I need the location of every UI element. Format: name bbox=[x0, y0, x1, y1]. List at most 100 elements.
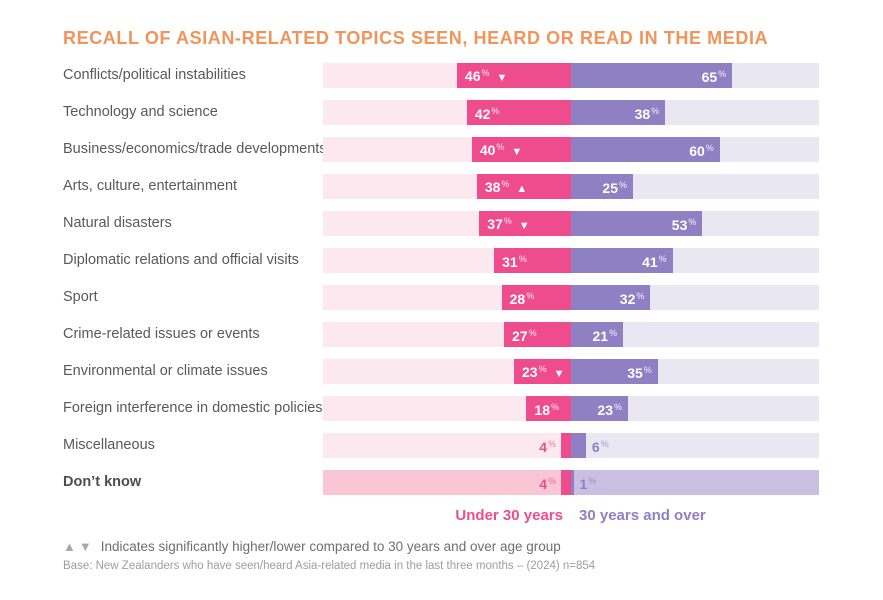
value-label: 53% bbox=[671, 216, 697, 233]
value-label: 35% bbox=[627, 364, 652, 381]
bar-under-30: 46% ▼ bbox=[456, 63, 571, 88]
track-under-30: 28% bbox=[323, 285, 571, 310]
significance-footnote: ▲ ▼ Indicates significantly higher/lower… bbox=[63, 539, 883, 554]
bar-under-30: 37% ▼ bbox=[479, 211, 571, 236]
bar-under-30: 42% bbox=[466, 100, 571, 125]
percent-sign: % bbox=[518, 253, 527, 264]
category-label: Conflicts/political instabilities bbox=[63, 67, 246, 83]
down-triangle-icon: ▼ bbox=[78, 539, 92, 554]
track-30-and-over: 6% bbox=[571, 433, 819, 458]
track-30-and-over: 60% bbox=[571, 137, 819, 162]
category-label: Environmental or climate issues bbox=[63, 363, 268, 379]
up-triangle-icon: ▲ bbox=[63, 539, 76, 554]
category-label: Arts, culture, entertainment bbox=[63, 178, 238, 194]
value-label: 60% bbox=[689, 142, 714, 159]
bar-under-30: 38% ▲ bbox=[476, 174, 571, 199]
track-under-30: 4% bbox=[323, 470, 571, 495]
value-label: 41% bbox=[642, 253, 667, 270]
bar-30-and-over bbox=[571, 433, 586, 458]
significance-down-icon: ▼ bbox=[553, 367, 565, 380]
chart-row: Natural disasters 37% ▼ 53% bbox=[63, 211, 883, 236]
category-label: Technology and science bbox=[63, 104, 218, 120]
percent-sign: % bbox=[643, 364, 652, 375]
percent-sign: % bbox=[651, 105, 660, 116]
bar-track: 27% 21% bbox=[323, 322, 819, 347]
chart-row: Diplomatic relations and official visits… bbox=[63, 248, 883, 273]
category-label: Don’t know bbox=[63, 474, 142, 490]
significance-down-icon: ▼ bbox=[511, 145, 523, 158]
percent-sign: % bbox=[501, 178, 510, 189]
track-30-and-over: 1% bbox=[571, 470, 819, 495]
base-note: Base: New Zealanders who have seen/heard… bbox=[63, 560, 596, 572]
value-label: 38% bbox=[634, 105, 660, 122]
category-label: Business/economics/trade developments bbox=[63, 141, 327, 157]
percent-sign: % bbox=[636, 290, 645, 301]
bar-under-30 bbox=[561, 470, 571, 495]
percent-sign: % bbox=[658, 253, 667, 264]
track-under-30: 18% bbox=[323, 396, 571, 421]
percent-sign: % bbox=[528, 327, 537, 338]
bar-under-30 bbox=[561, 433, 571, 458]
value-label: 27% bbox=[512, 327, 537, 344]
percent-sign: % bbox=[481, 67, 490, 78]
percent-sign: % bbox=[688, 216, 697, 227]
legend: Under 30 years 30 years and over bbox=[323, 507, 819, 524]
track-30-and-over: 65% bbox=[571, 63, 819, 88]
percent-sign: % bbox=[705, 142, 714, 153]
bar-track: 40% ▼ 60% bbox=[323, 137, 819, 162]
category-label: Natural disasters bbox=[63, 215, 172, 231]
chart-row: Crime-related issues or events 27% 21% bbox=[63, 322, 883, 347]
bar-track: 46% ▼ 65% bbox=[323, 63, 819, 88]
bar-30-and-over: 60% bbox=[571, 137, 720, 162]
track-30-and-over: 32% bbox=[571, 285, 819, 310]
category-label: Foreign interference in domestic policie… bbox=[63, 400, 323, 416]
track-under-30: 46% ▼ bbox=[323, 63, 571, 88]
bar-track: 18% 23% bbox=[323, 396, 819, 421]
category-label: Crime-related issues or events bbox=[63, 326, 260, 342]
value-label: 4% bbox=[539, 438, 557, 455]
value-label: 42% bbox=[474, 105, 500, 122]
percent-sign: % bbox=[600, 438, 609, 449]
value-label: 40% ▼ bbox=[479, 141, 523, 158]
chart-row: Don’t know 4% 1% bbox=[63, 470, 883, 495]
chart-row: Environmental or climate issues 23% ▼ 35% bbox=[63, 359, 883, 384]
value-label: 32% bbox=[619, 290, 645, 307]
chart-row: Arts, culture, entertainment 38% ▲ 25% bbox=[63, 174, 883, 199]
track-under-30: 27% bbox=[323, 322, 571, 347]
percent-sign: % bbox=[491, 105, 500, 116]
bar-under-30: 18% bbox=[526, 396, 571, 421]
chart-row: Miscellaneous 4% 6% bbox=[63, 433, 883, 458]
track-under-30: 37% ▼ bbox=[323, 211, 571, 236]
chart-row: Foreign interference in domestic policie… bbox=[63, 396, 883, 421]
value-label: 23% bbox=[597, 401, 622, 418]
significance-down-icon: ▼ bbox=[518, 219, 530, 232]
percent-sign: % bbox=[526, 290, 535, 301]
bar-under-30: 27% bbox=[504, 322, 571, 347]
bar-track: 31% 41% bbox=[323, 248, 819, 273]
bar-under-30: 28% bbox=[501, 285, 571, 310]
track-under-30: 40% ▼ bbox=[323, 137, 571, 162]
track-30-and-over: 38% bbox=[571, 100, 819, 125]
track-30-and-over: 41% bbox=[571, 248, 819, 273]
track-30-and-over: 23% bbox=[571, 396, 819, 421]
track-under-30: 4% bbox=[323, 433, 571, 458]
bar-30-and-over: 35% bbox=[571, 359, 658, 384]
significance-text: Indicates significantly higher/lower com… bbox=[100, 539, 561, 554]
track-30-and-over: 35% bbox=[571, 359, 819, 384]
legend-under-30: Under 30 years bbox=[455, 507, 563, 524]
value-label: 21% bbox=[592, 327, 618, 344]
bar-track: 38% ▲ 25% bbox=[323, 174, 819, 199]
bar-track: 28% 32% bbox=[323, 285, 819, 310]
category-label: Sport bbox=[63, 289, 98, 305]
track-under-30: 38% ▲ bbox=[323, 174, 571, 199]
chart-row: Technology and science 42% 38% bbox=[63, 100, 883, 125]
bar-track: 4% 6% bbox=[323, 433, 819, 458]
bar-30-and-over: 65% bbox=[571, 63, 733, 88]
percent-sign: % bbox=[548, 475, 557, 486]
bar-under-30: 23% ▼ bbox=[514, 359, 571, 384]
bar-under-30: 40% ▼ bbox=[471, 137, 571, 162]
bar-30-and-over: 21% bbox=[571, 322, 624, 347]
bar-30-and-over: 23% bbox=[571, 396, 628, 421]
bar-30-and-over: 32% bbox=[571, 285, 651, 310]
